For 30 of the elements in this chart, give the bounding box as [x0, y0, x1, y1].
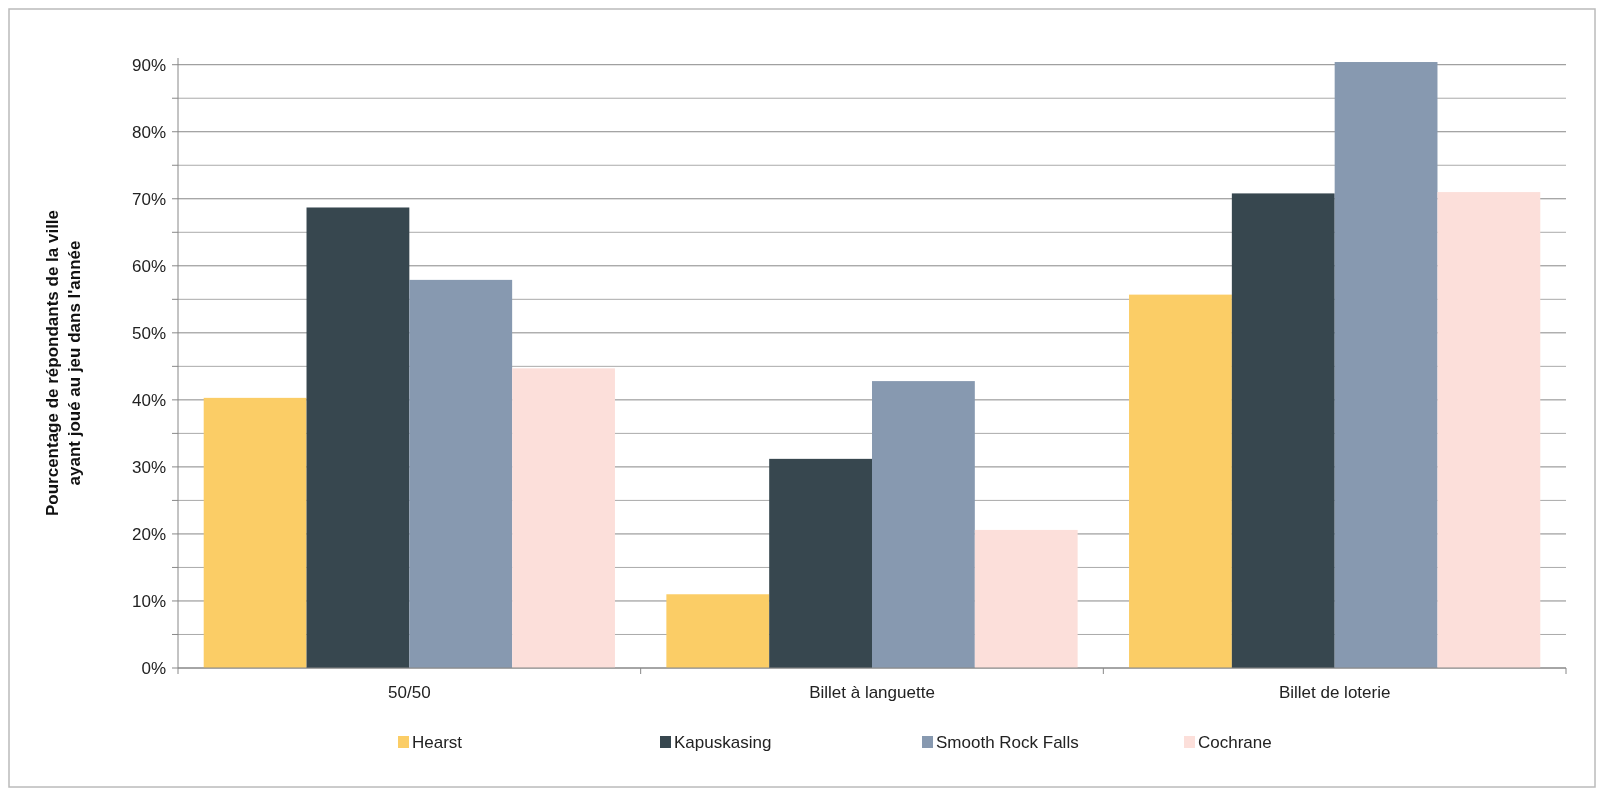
y-tick-label: 20% — [131, 524, 166, 544]
bar — [666, 594, 770, 668]
x-tick-label: 50/50 — [388, 683, 431, 702]
y-axis-title: Pourcentage de répondants de la ville ayant joué au jeu dans l'année — [43, 209, 84, 517]
y-tick-label: 70% — [131, 189, 166, 209]
bar — [512, 368, 615, 668]
y-tick-label: 10% — [131, 591, 166, 611]
bar — [203, 397, 307, 668]
y-tick-label: 40% — [131, 390, 166, 410]
bar — [872, 381, 975, 668]
bar — [769, 458, 872, 668]
bar — [1129, 294, 1232, 668]
y-tick-label: 50% — [131, 323, 166, 343]
legend-label: Hearst — [412, 733, 463, 752]
bar — [1231, 193, 1335, 668]
x-tick-label: Billet à languette — [809, 683, 935, 702]
y-tick-label: 30% — [131, 457, 166, 477]
legend-label: Smooth Rock Falls — [936, 733, 1079, 752]
y-tick-label: 80% — [131, 122, 166, 142]
bar — [409, 279, 513, 668]
y-tick-label: 0% — [141, 658, 166, 678]
y-tick-label: 90% — [131, 55, 166, 75]
legend-label: Kapuskasing — [674, 733, 772, 752]
legend-label: Cochrane — [1198, 733, 1272, 752]
bar — [1334, 62, 1438, 668]
bar — [1437, 192, 1541, 668]
bar — [306, 207, 410, 668]
bar — [974, 529, 1078, 668]
x-tick-label: Billet de loterie — [1278, 683, 1391, 702]
y-tick-label: 60% — [131, 256, 166, 276]
